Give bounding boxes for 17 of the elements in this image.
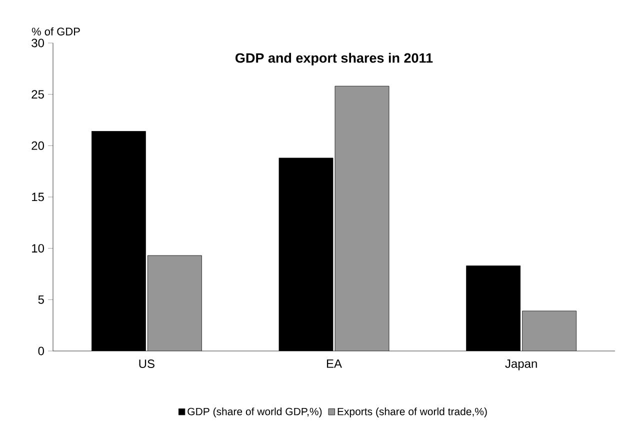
y-tick-label: 15 xyxy=(32,192,44,202)
y-tick-label: 5 xyxy=(38,295,44,304)
y-axis-title: % of GDP xyxy=(32,27,80,36)
x-tick-label: EA xyxy=(326,360,342,368)
y-tick-label: 30 xyxy=(32,38,44,48)
legend-label: Exports (share of world trade,%) xyxy=(338,408,487,418)
x-tick-label: Japan xyxy=(505,360,537,370)
bar xyxy=(148,256,202,351)
legend-label: GDP (share of world GDP,%) xyxy=(188,408,322,418)
y-tick-label: 10 xyxy=(32,244,44,253)
text: GDP and export shares in 2011 xyxy=(236,52,433,66)
y-tick-label: 25 xyxy=(32,90,44,99)
bar xyxy=(335,86,389,351)
y-tick-label: 0 xyxy=(38,346,44,356)
bar xyxy=(522,310,577,351)
y-tick-label: 20 xyxy=(32,141,44,150)
x-tick-label: US xyxy=(139,360,154,368)
